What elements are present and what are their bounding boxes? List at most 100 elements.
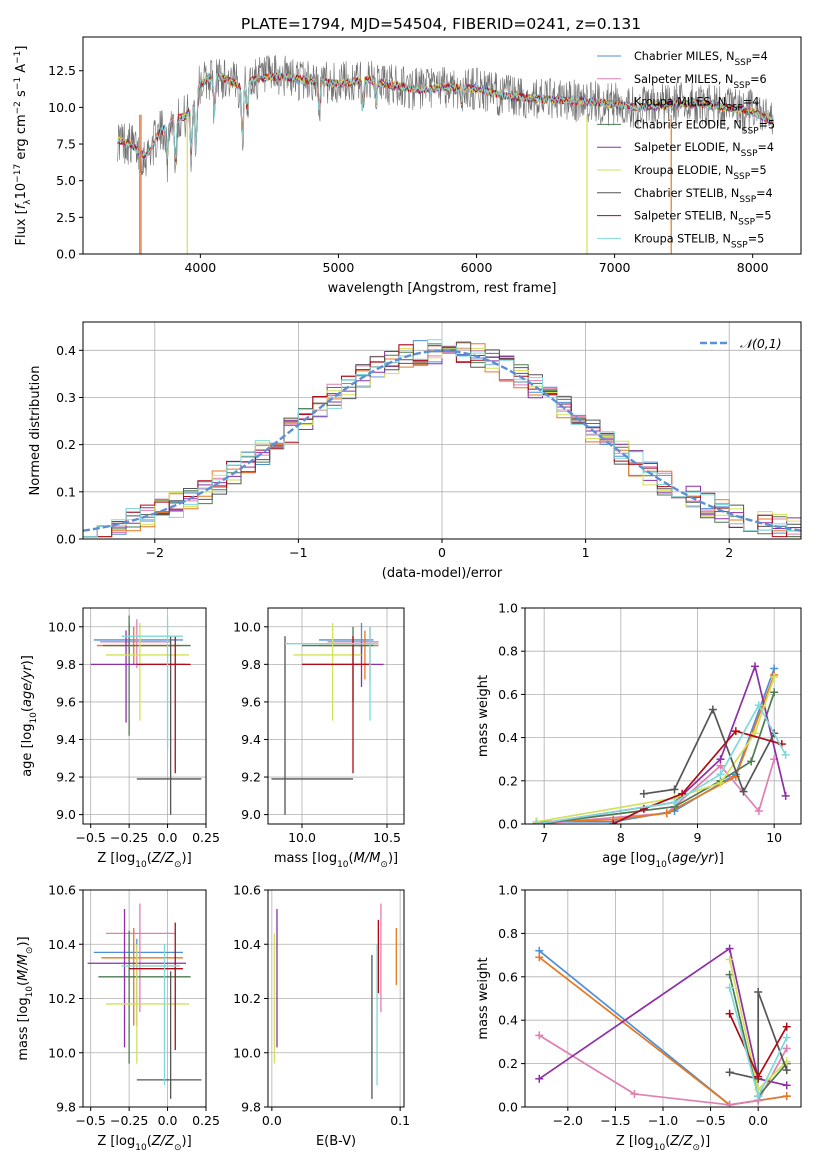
legend-entry: Chabrier MILES, NSSP=4 [634,50,768,68]
x-tick-label: −1 [289,545,307,560]
x-axis-label-part: M/M [354,851,381,866]
x-axis-label-part: ( [667,851,672,866]
y-tick-label: 0.4 [498,730,518,745]
x-axis-label-part: 10 [655,860,667,870]
legend-subscript: SSP [738,218,755,228]
x-tick-label: −2.0 [553,1113,583,1128]
y-tick-label: 0.1 [56,484,76,499]
axes-mass_vs_metallicity: −0.5 −0.25 0.0 0.25 9.8 10.0 10.2 10.4 10.6 Z [lo… [16,883,220,1154]
x-tick-label: 7000 [599,260,631,275]
legend-text: Chabrier ELODIE, N [634,118,742,131]
x-axis-label-part: ⊙ [692,1143,700,1153]
legend-entry: Salpeter ELODIE, NSSP=4 [634,141,774,159]
plot-area [90,615,202,815]
y-tick-label: 0.0 [56,532,76,547]
y-tick-label: 9.8 [241,1100,261,1115]
x-axis-label-part: (data-model)/error [382,566,503,581]
x-axis-label: mass [log10(M/M⊙)] [274,851,398,870]
axes-age_vs_metallicity: −0.5 −0.25 0.0 0.25 9.0 9.2 9.4 9.6 9.8 10.0 Z [lo… [20,607,220,870]
y-tick-label: 9.2 [241,770,261,785]
x-tick-label: −1.0 [648,1113,678,1128]
y-tick-label: 0.2 [56,437,76,452]
y-tick-label: 9.6 [56,694,76,709]
x-tick-label: 7 [540,830,548,845]
y-tick-label: 9.4 [56,732,76,747]
y-tick-label: 9.6 [241,694,261,709]
x-axis-label: Z [log10(Z/Z⊙)] [97,1134,191,1153]
grid [83,889,207,1108]
x-tick-label: −0.25 [110,830,148,845]
legend-subscript: SSP [739,195,756,205]
y-tick-label: 0.0 [498,817,518,832]
plot-area [87,903,202,1099]
x-axis-label-part: )] [388,851,398,866]
legend-text: Chabrier STELIB, N [634,187,739,200]
y-axis-label-part: )] [16,936,31,946]
legend-entry: Kroupa MILES, NSSP=4 [634,96,759,114]
y-tick-label: 5.0 [56,173,76,188]
y-tick-label: 10.6 [48,883,76,898]
y-axis-label-part: f [14,202,29,209]
x-axis-label-part: Z [log [616,1134,654,1149]
x-axis-label-part: 10 [135,1143,147,1153]
spectrum-line-kroupa_stelib [117,71,773,160]
y-tick-label: 10.2 [48,991,76,1006]
spectrum-line-chabrier_stelib [117,55,774,183]
x-axis-label-part: )] [182,1134,192,1149]
x-tick-label: 0.25 [192,1113,220,1128]
x-axis-label: Z [log10(Z/Z⊙)] [97,851,191,870]
histogram-kroupa_stelib [83,339,801,538]
x-axis-label: Z [log10(Z/Z⊙)] [616,1134,710,1153]
y-axis-label-part: mass [log [16,997,31,1060]
x-axis-label-part: Z [log [97,851,135,866]
y-tick-label: 10.6 [233,883,261,898]
x-axis-label-part: ⊙ [380,860,388,870]
y-tick-label: 0.8 [498,644,518,659]
x-axis-label-part: ( [147,851,152,866]
y-tick-label: 10.4 [233,937,261,952]
plot-area [273,903,397,1099]
x-tick-label: −2 [146,545,164,560]
legend-value: =6 [750,73,767,86]
x-tick-label: 2 [725,545,733,560]
legend-subscript: SSP [741,149,758,159]
y-axis-label-part: −17 [13,164,23,183]
legend-entry: 𝒩(0,1) [740,336,782,351]
y-tick-label: 12.5 [48,63,76,78]
y-axis-label-part: ( [16,981,31,986]
x-tick-label: 0.0 [748,1113,768,1128]
y-axis-label: Normed distribution [28,366,43,496]
x-axis-label-part: Z/Z [151,1134,175,1149]
axes-frame [524,607,802,825]
y-axis-label: mass weight [476,957,491,1039]
y-axis-label-part: −2 [13,101,23,114]
y-tick-label: 0.0 [56,247,76,262]
axes-age_vs_mass: 10.0 10.5 9.0 9.2 9.4 9.6 9.8 10.0 mass [log10(M… [233,607,405,870]
y-axis-label-part: λ [23,199,33,205]
y-tick-label: 9.8 [241,657,261,672]
plot-area [83,339,801,538]
y-axis-label-part: erg cm [14,114,29,163]
legend-value: =4 [758,141,775,154]
legend-subscript: SSP [742,126,759,136]
x-tick-label: 0.0 [158,1113,178,1128]
axes-frame [267,607,405,825]
legend-text: Salpeter ELODIE, N [634,141,741,154]
y-axis-label-part: ⊙ [25,947,35,955]
x-axis-label-part: Z [log [97,1134,135,1149]
x-axis-label-part: ⊙ [174,1143,182,1153]
plot-area [532,662,790,824]
x-axis-label-part: 10 [654,1143,666,1153]
legend-entry: Chabrier STELIB, NSSP=4 [634,187,773,205]
x-tick-label: −1.5 [600,1113,630,1128]
x-tick-label: 10.0 [288,830,316,845]
x-tick-label: 10.5 [373,830,401,845]
x-axis-label-part: Z/Z [669,1134,693,1149]
x-tick-label: 5000 [323,260,355,275]
x-tick-label: 0.0 [262,1113,282,1128]
x-axis-label-part: ( [665,1134,670,1149]
axes-residuals: 𝒩(0,1) −2 −1 0 1 2 0.0 0.1 0.2 0.3 0.4 (data-model)… [28,321,802,581]
axes-frame [82,607,207,825]
